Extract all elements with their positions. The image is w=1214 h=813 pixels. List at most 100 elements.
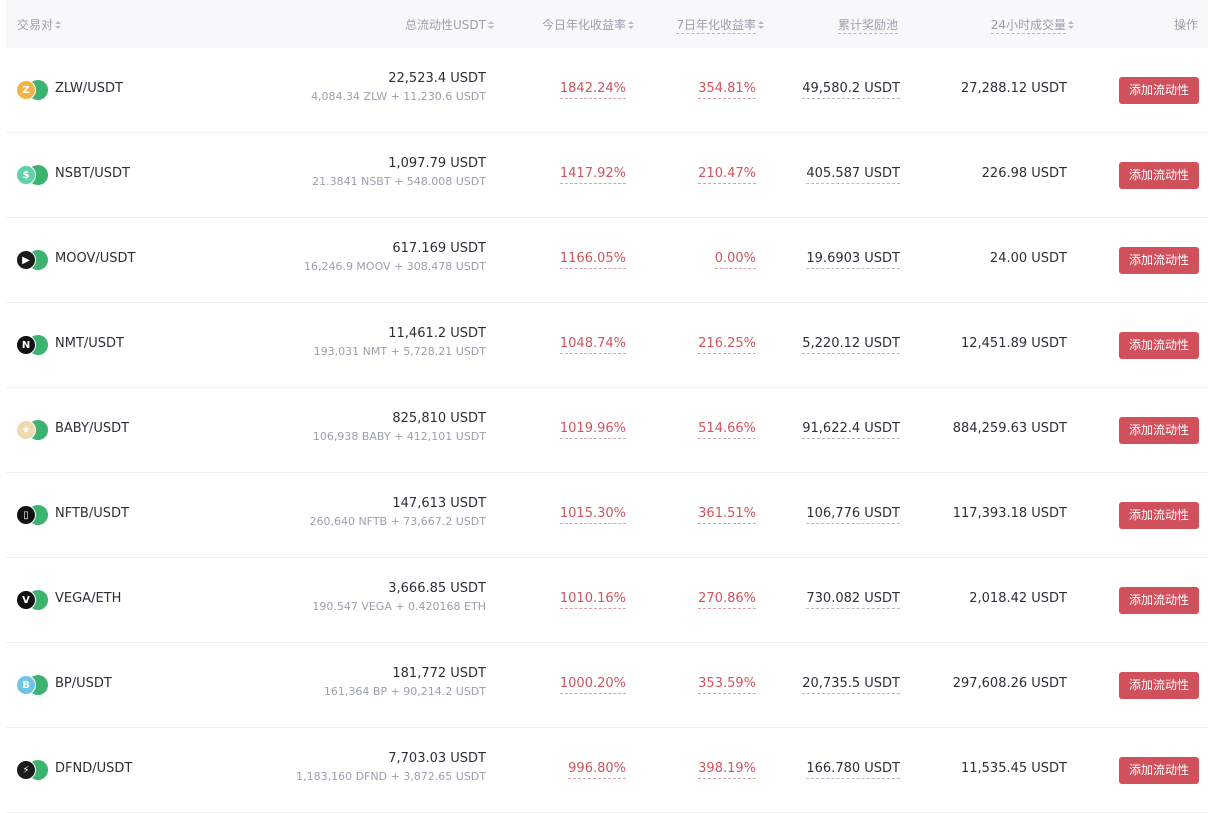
total-liquidity: 181,772 USDT	[392, 666, 486, 681]
add-liquidity-button[interactable]: 添加流动性	[1119, 672, 1199, 699]
apy-7d[interactable]: 354.81%	[698, 81, 756, 99]
header-volume[interactable]: 24小时成交量	[990, 16, 1074, 34]
apy-7d[interactable]: 353.59%	[698, 676, 756, 694]
liquidity-composition: 21.3841 NSBT + 548.008 USDT	[312, 175, 486, 188]
apy-7d[interactable]: 398.19%	[698, 761, 756, 779]
table-row: Z ZLW/USDT 22,523.4 USDT 4,084.34 ZLW + …	[6, 48, 1208, 133]
table-row: $ NSBT/USDT 1,097.79 USDT 21.3841 NSBT +…	[6, 133, 1208, 218]
liquidity-composition: 4,084.34 ZLW + 11,230.6 USDT	[311, 90, 486, 103]
header-action: 操作	[1174, 16, 1198, 33]
pair-name: NSBT/USDT	[55, 166, 130, 181]
reward-pool[interactable]: 106,776 USDT	[806, 506, 900, 524]
total-liquidity: 147,613 USDT	[392, 496, 486, 511]
sort-icon[interactable]	[1068, 20, 1074, 31]
header-liquidity-label: 总流动性USDT	[405, 18, 486, 32]
sort-icon[interactable]	[758, 20, 764, 31]
add-liquidity-button[interactable]: 添加流动性	[1119, 757, 1199, 784]
apy-today[interactable]: 1417.92%	[559, 166, 626, 184]
total-liquidity: 7,703.03 USDT	[388, 751, 486, 766]
apy-7d[interactable]: 216.25%	[698, 336, 756, 354]
apy-7d[interactable]: 210.47%	[698, 166, 756, 184]
zlw-icon: Z	[16, 80, 48, 102]
token-coin-icon: N	[16, 335, 36, 355]
pair-name: BABY/USDT	[55, 421, 130, 436]
header-apy-today-label: 今日年化收益率	[541, 18, 626, 32]
add-liquidity-button[interactable]: 添加流动性	[1119, 247, 1199, 274]
token-coin-icon: ▶	[16, 250, 36, 270]
reward-pool[interactable]: 730.082 USDT	[806, 591, 900, 609]
header-liquidity[interactable]: 总流动性USDT	[405, 16, 494, 33]
reward-pool[interactable]: 166.780 USDT	[806, 761, 900, 779]
volume-24h: 117,393.18 USDT	[952, 506, 1067, 521]
volume-24h: 11,535.45 USDT	[960, 761, 1067, 776]
header-action-label: 操作	[1173, 18, 1198, 32]
token-coin-icon: B	[16, 675, 36, 695]
table-row: N NMT/USDT 11,461.2 USDT 193,031 NMT + 5…	[6, 303, 1208, 388]
apy-today[interactable]: 1015.30%	[559, 506, 626, 524]
token-coin-icon: $	[16, 165, 36, 185]
header-reward-pool: 累计奖励池	[837, 16, 898, 34]
token-coin-icon: V	[16, 590, 36, 610]
nmt-icon: N	[16, 335, 48, 357]
apy-today[interactable]: 1048.74%	[559, 336, 626, 354]
add-liquidity-button[interactable]: 添加流动性	[1119, 417, 1199, 444]
token-coin-icon: ▯	[16, 505, 36, 525]
sort-icon[interactable]	[488, 20, 494, 31]
apy-7d[interactable]: 0.00%	[714, 251, 756, 269]
apy-today[interactable]: 1166.05%	[559, 251, 626, 269]
add-liquidity-button[interactable]: 添加流动性	[1119, 332, 1199, 359]
token-coin-icon: ⚡	[16, 760, 36, 780]
pair-name: BP/USDT	[55, 676, 112, 691]
apy-7d[interactable]: 514.66%	[698, 421, 756, 439]
liquidity-composition: 1,183,160 DFND + 3,872.65 USDT	[296, 770, 486, 783]
table-row: ▯ NFTB/USDT 147,613 USDT 260,640 NFTB + …	[6, 473, 1208, 558]
reward-pool[interactable]: 5,220.12 USDT	[802, 336, 900, 354]
header-apy-7d-label: 7日年化收益率	[676, 18, 756, 34]
bp-icon: B	[16, 675, 48, 697]
header-reward-pool-label: 累计奖励池	[837, 18, 898, 34]
add-liquidity-button[interactable]: 添加流动性	[1119, 587, 1199, 614]
apy-today[interactable]: 996.80%	[568, 761, 626, 779]
token-coin-icon: ★	[16, 420, 36, 440]
volume-24h: 27,288.12 USDT	[960, 81, 1067, 96]
add-liquidity-button[interactable]: 添加流动性	[1119, 162, 1199, 189]
table-row: V VEGA/ETH 3,666.85 USDT 190.547 VEGA + …	[6, 558, 1208, 643]
vega-icon: V	[16, 590, 48, 612]
nftb-icon: ▯	[16, 505, 48, 527]
header-apy-today[interactable]: 今日年化收益率	[542, 16, 634, 33]
pair-name: ZLW/USDT	[55, 81, 123, 96]
token-coin-icon: Z	[16, 80, 36, 100]
apy-today[interactable]: 1000.20%	[559, 676, 626, 694]
add-liquidity-button[interactable]: 添加流动性	[1119, 77, 1199, 104]
apy-today[interactable]: 1010.16%	[559, 591, 626, 609]
header-pair[interactable]: 交易对	[17, 16, 62, 33]
total-liquidity: 3,666.85 USDT	[388, 581, 486, 596]
table-row: ⚡ DFND/USDT 7,703.03 USDT 1,183,160 DFND…	[6, 728, 1208, 813]
pair-name: NFTB/USDT	[55, 506, 129, 521]
sort-icon[interactable]	[55, 20, 62, 31]
add-liquidity-button[interactable]: 添加流动性	[1119, 502, 1199, 529]
pair-name: DFND/USDT	[55, 761, 133, 776]
dfnd-icon: ⚡	[16, 760, 48, 782]
reward-pool[interactable]: 405.587 USDT	[806, 166, 900, 184]
volume-24h: 12,451.89 USDT	[960, 336, 1067, 351]
reward-pool[interactable]: 49,580.2 USDT	[802, 81, 900, 99]
apy-7d[interactable]: 270.86%	[698, 591, 756, 609]
reward-pool[interactable]: 19.6903 USDT	[806, 251, 900, 269]
liquidity-composition: 16,246.9 MOOV + 308.478 USDT	[303, 260, 486, 273]
apy-today[interactable]: 1842.24%	[559, 81, 626, 99]
header-volume-label: 24小时成交量	[990, 18, 1066, 34]
reward-pool[interactable]: 91,622.4 USDT	[802, 421, 900, 439]
apy-today[interactable]: 1019.96%	[559, 421, 626, 439]
apy-7d[interactable]: 361.51%	[698, 506, 756, 524]
volume-24h: 297,608.26 USDT	[952, 676, 1067, 691]
volume-24h: 2,018.42 USDT	[969, 591, 1067, 606]
liquidity-composition: 161,364 BP + 90,214.2 USDT	[323, 685, 486, 698]
reward-pool[interactable]: 20,735.5 USDT	[802, 676, 900, 694]
baby-icon: ★	[16, 420, 48, 442]
header-pair-label: 交易对	[17, 18, 54, 32]
table-body: Z ZLW/USDT 22,523.4 USDT 4,084.34 ZLW + …	[6, 48, 1208, 813]
header-apy-7d[interactable]: 7日年化收益率	[676, 16, 764, 34]
volume-24h: 884,259.63 USDT	[952, 421, 1067, 436]
sort-icon[interactable]	[628, 20, 634, 31]
